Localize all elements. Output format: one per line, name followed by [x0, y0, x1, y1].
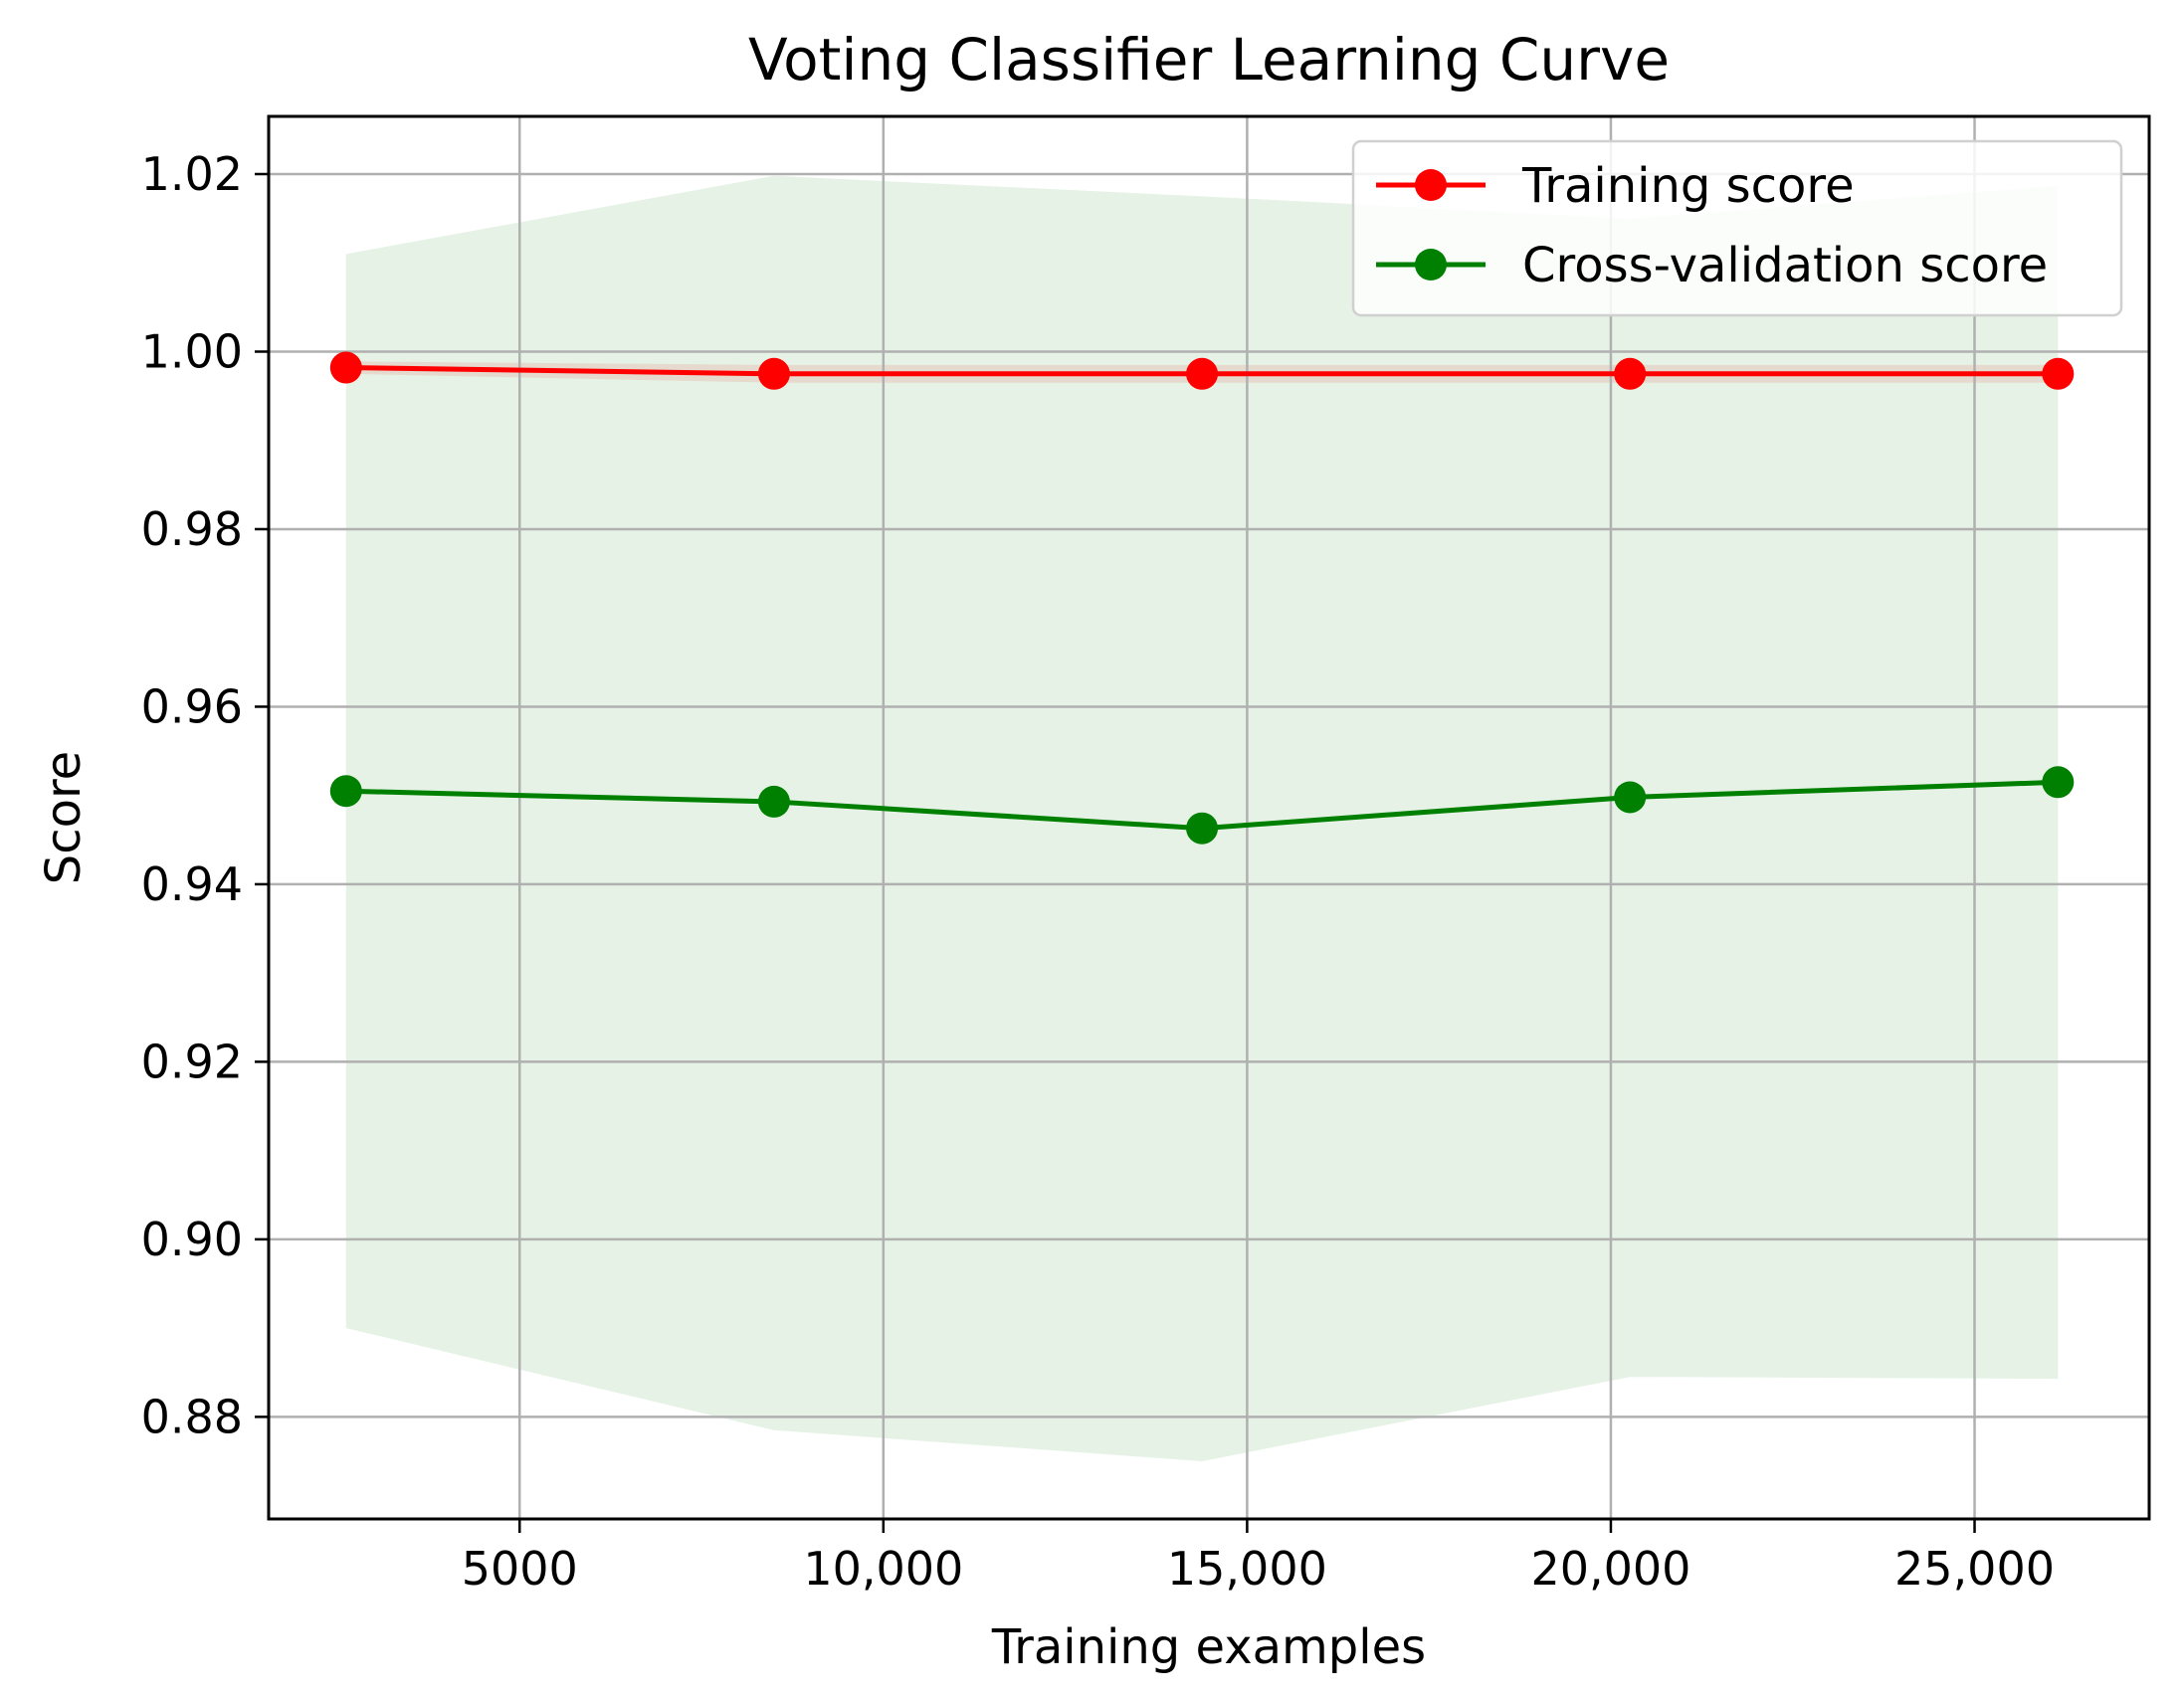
- y-tick-label: 0.92: [141, 1035, 243, 1088]
- x-tick-label: 15,000: [1167, 1542, 1327, 1596]
- y-axis-label: Score: [36, 751, 92, 884]
- x-tick-label: 25,000: [1894, 1542, 2055, 1596]
- legend-label-cv: Cross-validation score: [1522, 238, 2048, 293]
- x-tick-label: 10,000: [803, 1542, 963, 1596]
- cross-validation-score-point: [329, 775, 362, 808]
- plot-frame: [267, 114, 2151, 1521]
- training-score-point: [1186, 357, 1219, 390]
- training-score-point: [1614, 357, 1647, 390]
- legend-marker-training: [1415, 169, 1447, 201]
- series-markers: [329, 351, 2075, 845]
- grid-lines: [269, 116, 2149, 1519]
- legend-box: [1351, 139, 2123, 317]
- cross-validation-score-point: [1614, 781, 1647, 814]
- y-tick-label: 0.96: [141, 679, 243, 733]
- y-tick-label: 1.02: [141, 147, 243, 201]
- y-tick-label: 0.88: [141, 1390, 243, 1443]
- legend-label-training: Training score: [1521, 158, 1855, 214]
- cross-validation-score-point: [2042, 766, 2075, 799]
- x-tick-label: 20,000: [1530, 1542, 1690, 1596]
- y-tick-label: 0.90: [141, 1213, 243, 1266]
- legend: Training score Cross-validation score: [1351, 139, 2123, 317]
- legend-marker-cv: [1415, 249, 1447, 281]
- training-score-point: [757, 357, 790, 390]
- training-score-point: [329, 351, 362, 384]
- y-tick-label: 0.98: [141, 502, 243, 556]
- y-tick-label: 0.94: [141, 857, 243, 911]
- x-axis-ticks: 5000 10,000 15,000 20,000 25,000: [462, 1519, 2055, 1596]
- chart-title: Voting Classifier Learning Curve: [748, 26, 1670, 94]
- cross-validation-score-point: [757, 785, 790, 818]
- x-axis-label: Training examples: [991, 1619, 1426, 1675]
- x-tick-label: 5000: [462, 1542, 578, 1596]
- training-score-point: [2042, 357, 2075, 390]
- cross-validation-score-point: [1186, 812, 1219, 845]
- y-tick-label: 1.00: [141, 324, 243, 378]
- y-axis-ticks: 0.88 0.90 0.92 0.94 0.96 0.98 1.00 1.02: [141, 147, 269, 1443]
